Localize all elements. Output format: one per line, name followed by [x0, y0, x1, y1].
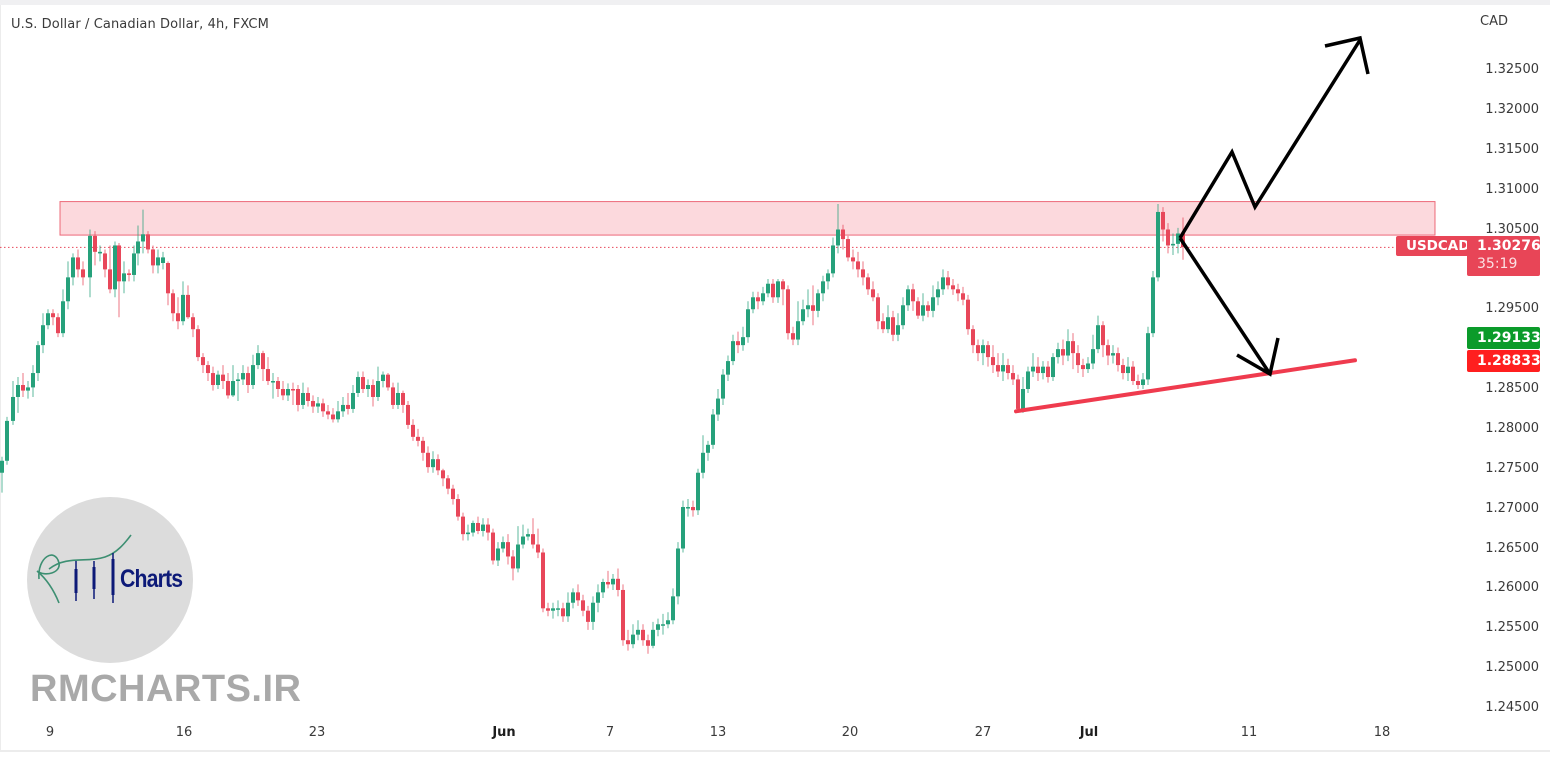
price-tick: 1.28000 [1485, 420, 1539, 436]
price-tick: 1.30500 [1485, 221, 1539, 237]
price-tick: 1.29500 [1485, 301, 1539, 317]
time-tick: 27 [974, 725, 992, 740]
time-tick: Jul [1079, 725, 1099, 740]
time-tick: 20 [841, 725, 859, 740]
projection-arrows[interactable] [1178, 35, 1370, 377]
time-tick: 7 [605, 725, 615, 740]
price-tick: 1.25000 [1485, 660, 1539, 676]
price-tick: 1.26000 [1485, 580, 1539, 596]
time-axis-border [0, 750, 1550, 752]
bar-countdown: 35:19 [1477, 256, 1518, 272]
price-tick: 1.31000 [1485, 181, 1539, 197]
time-tick: 13 [709, 725, 727, 740]
top-border [0, 0, 1550, 5]
price-tick: 1.31500 [1485, 141, 1539, 157]
price-tick: 1.32500 [1485, 62, 1539, 77]
green-price-tag: 1.29133 [1467, 327, 1541, 349]
logo-text: Charts [120, 565, 183, 593]
time-tick: 16 [175, 725, 193, 740]
last-price-value: 1.30276 [1477, 238, 1541, 254]
price-tick: 1.27000 [1485, 500, 1539, 516]
site-watermark: RMCHARTS.IR [30, 668, 302, 710]
red-price-tag: 1.28833 [1467, 350, 1541, 372]
price-tick: 1.32000 [1485, 101, 1539, 117]
price-tick: 1.25500 [1485, 620, 1539, 636]
price-tick: 1.26500 [1485, 540, 1539, 556]
time-tick: 23 [308, 725, 326, 740]
time-tick: 9 [45, 725, 55, 740]
candlestick-series [0, 203, 1185, 654]
left-border [0, 5, 1, 750]
time-tick: 11 [1240, 725, 1258, 740]
time-tick: Jun [492, 725, 516, 740]
chart-title: U.S. Dollar / Canadian Dollar, 4h, FXCM [11, 17, 269, 32]
symbol-tag: USDCAD [1396, 236, 1472, 256]
price-tick: 1.27500 [1485, 460, 1539, 476]
currency-label: CAD [1480, 14, 1508, 29]
time-tick: 18 [1373, 725, 1391, 740]
resistance-zone[interactable] [59, 201, 1436, 236]
support-trendline[interactable] [1014, 358, 1357, 414]
price-tick: 1.24500 [1485, 700, 1539, 715]
price-tick: 1.28500 [1485, 381, 1539, 396]
last-price-tag: 1.30276 35:19 [1467, 236, 1541, 276]
logo-badge [27, 497, 193, 663]
rm-logo-icon [36, 534, 132, 604]
